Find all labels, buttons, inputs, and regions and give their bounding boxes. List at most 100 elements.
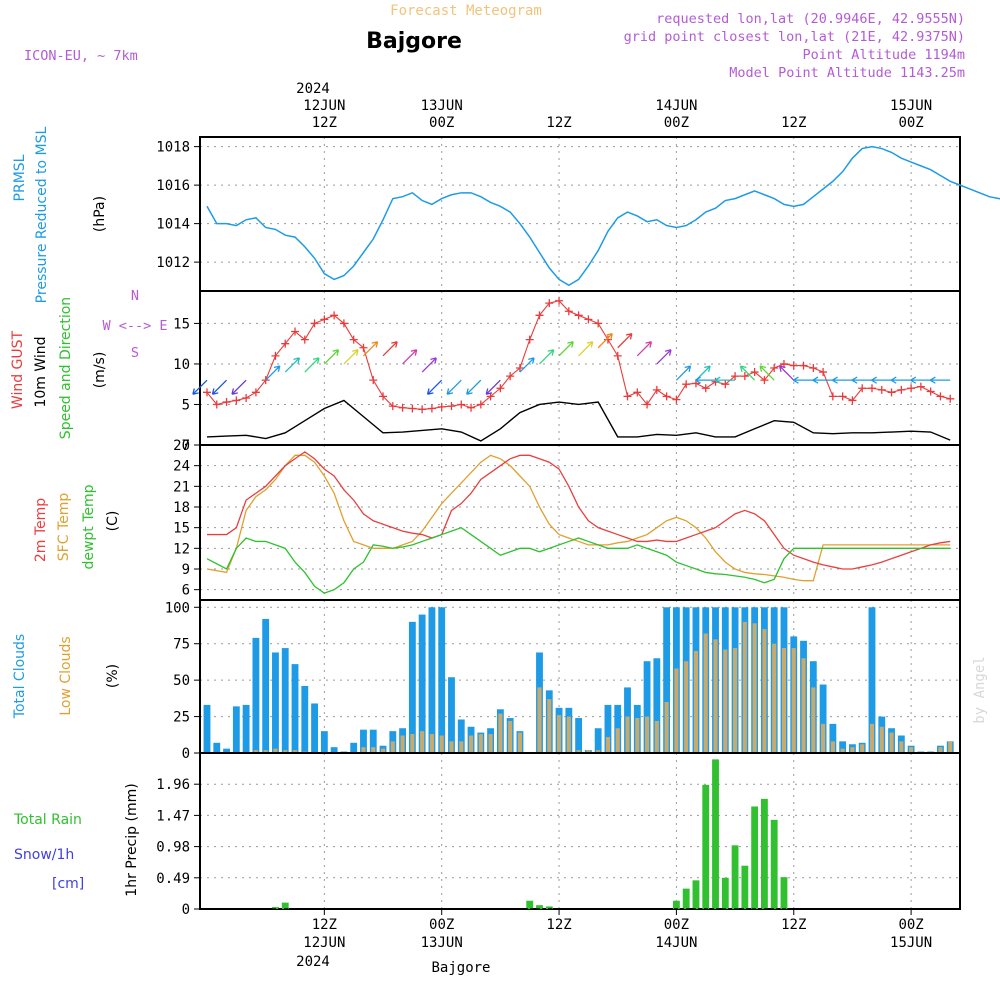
wind-desc-label: Speed and Direction — [58, 297, 74, 439]
grid-point-lonlat: grid point closest lon,lat (21E, 42.9375… — [624, 29, 965, 45]
rain-bar — [536, 905, 543, 909]
gust-marker — [271, 351, 280, 360]
gust-marker — [819, 368, 828, 377]
low-cloud-bar — [478, 734, 483, 753]
wind-arrow — [382, 341, 398, 357]
requested-lonlat: requested lon,lat (20.9946E, 42.9555N) — [656, 11, 965, 27]
temp-2m-line — [207, 451, 951, 570]
snow-label: Snow/1h — [14, 847, 74, 863]
gust-marker — [545, 299, 554, 308]
bottom-hour-label: 00Z — [664, 917, 689, 933]
total-cloud-bar — [819, 684, 827, 753]
total-cloud-bar — [369, 729, 377, 753]
chart-subtitle: Forecast Meteogram — [390, 3, 542, 19]
snow-unit: [cm] — [52, 876, 84, 892]
rain-bar — [751, 806, 759, 909]
gust-marker — [809, 364, 818, 372]
total-cloud-bar — [643, 661, 651, 753]
low-cloud-bar — [292, 750, 298, 753]
gust-marker — [701, 384, 710, 393]
low-cloud-bar — [605, 736, 611, 753]
precip-unit: 1hr Precip (mm) — [124, 783, 140, 896]
gust-marker — [349, 335, 358, 344]
wind-arrow — [466, 379, 482, 395]
wind-arrow — [714, 376, 736, 384]
temperature-ytick-label: 9 — [182, 562, 190, 578]
gust-marker — [731, 372, 740, 381]
total-cloud-bar — [448, 677, 455, 753]
temperature-ytick-label: 21 — [173, 479, 190, 495]
wind-arrow — [402, 349, 418, 365]
wind-arrow — [231, 379, 247, 395]
total-cloud-bar — [839, 741, 847, 753]
wind-arrow — [597, 332, 613, 349]
low-cloud-bar — [468, 735, 474, 753]
total-cloud-bar — [653, 658, 661, 753]
low-cloud-bar — [635, 718, 640, 753]
wind-arrow — [617, 332, 633, 349]
clouds-ytick-label: 100 — [165, 600, 190, 616]
wind-ytick-label: 5 — [182, 397, 190, 413]
low-cloud-bar — [429, 734, 434, 753]
top-hour-label: 00Z — [898, 115, 923, 131]
total-cloud-bar — [428, 607, 436, 753]
wind-arrow — [910, 376, 931, 384]
temperature-ytick-label: 12 — [173, 541, 190, 557]
low-cloud-bar — [410, 734, 415, 753]
bottom-time-axis: 12Z 12JUN 00Z 13JUN 12Z 00Z 14JUN 12Z 00Z 15JUN — [303, 909, 932, 951]
gust-marker — [926, 387, 935, 396]
wind-arrow — [323, 349, 340, 365]
wind-arrow — [421, 357, 437, 373]
gust-marker — [212, 400, 221, 409]
wind-arrow — [739, 365, 756, 381]
gust-marker — [682, 380, 691, 389]
total-cloud-bar — [350, 742, 358, 753]
low-cloud-bar — [889, 732, 894, 753]
wind-arrow — [812, 376, 833, 384]
temperature-ytick-label: 15 — [173, 521, 190, 537]
gust-marker — [603, 335, 612, 344]
top-hour-label: 00Z — [429, 115, 454, 131]
gust-marker — [613, 351, 622, 360]
low-cloud-bar — [283, 750, 288, 753]
total-cloud-bar — [232, 706, 240, 753]
bottom-date-label: 13JUN — [421, 935, 463, 951]
temperature-panel: 6 9 12 15 18 21 24 27 — [173, 438, 961, 601]
wind-ytick-label: 0 — [182, 438, 190, 454]
dewpoint-label: dewpt Temp — [81, 484, 97, 569]
wind-arrow — [304, 357, 320, 373]
rain-bar — [702, 784, 710, 909]
gust-marker — [330, 311, 339, 320]
total-cloud-bar — [594, 728, 602, 753]
low-cloud-bar — [537, 687, 542, 753]
gust-marker — [828, 392, 837, 401]
rain-bar — [272, 907, 279, 909]
rain-bar — [770, 819, 778, 909]
cloud-unit: (%) — [105, 664, 121, 688]
wind-arrow — [929, 376, 951, 384]
low-cloud-bar — [703, 633, 708, 753]
pressure-frame — [199, 136, 961, 292]
gust-marker — [359, 343, 368, 352]
pressure-panel: 1012 1014 1016 1018 — [156, 136, 1000, 292]
gust-marker — [770, 364, 779, 372]
low-cloud-bar — [791, 648, 796, 753]
gust-marker — [398, 403, 407, 412]
rain-bar — [545, 906, 553, 909]
bottom-date-label: 12JUN — [303, 935, 345, 951]
low-cloud-bar — [488, 734, 493, 753]
wind-arrow — [363, 341, 379, 357]
wind-arrow — [426, 379, 443, 395]
gust-marker — [799, 361, 808, 370]
precipitation-ytick-label: 1.96 — [156, 777, 190, 793]
gust-marker — [887, 388, 896, 397]
gust-marker — [261, 376, 270, 385]
low-cloud-bar — [899, 741, 904, 753]
wind-arrow — [284, 357, 301, 373]
rain-bar — [281, 902, 289, 909]
bottom-hour-label: 12Z — [312, 917, 337, 933]
gust-marker — [574, 311, 583, 320]
wind-arrow — [656, 349, 672, 365]
bottom-year: 2024 — [296, 954, 330, 970]
temperature-ytick-label: 6 — [182, 583, 190, 599]
